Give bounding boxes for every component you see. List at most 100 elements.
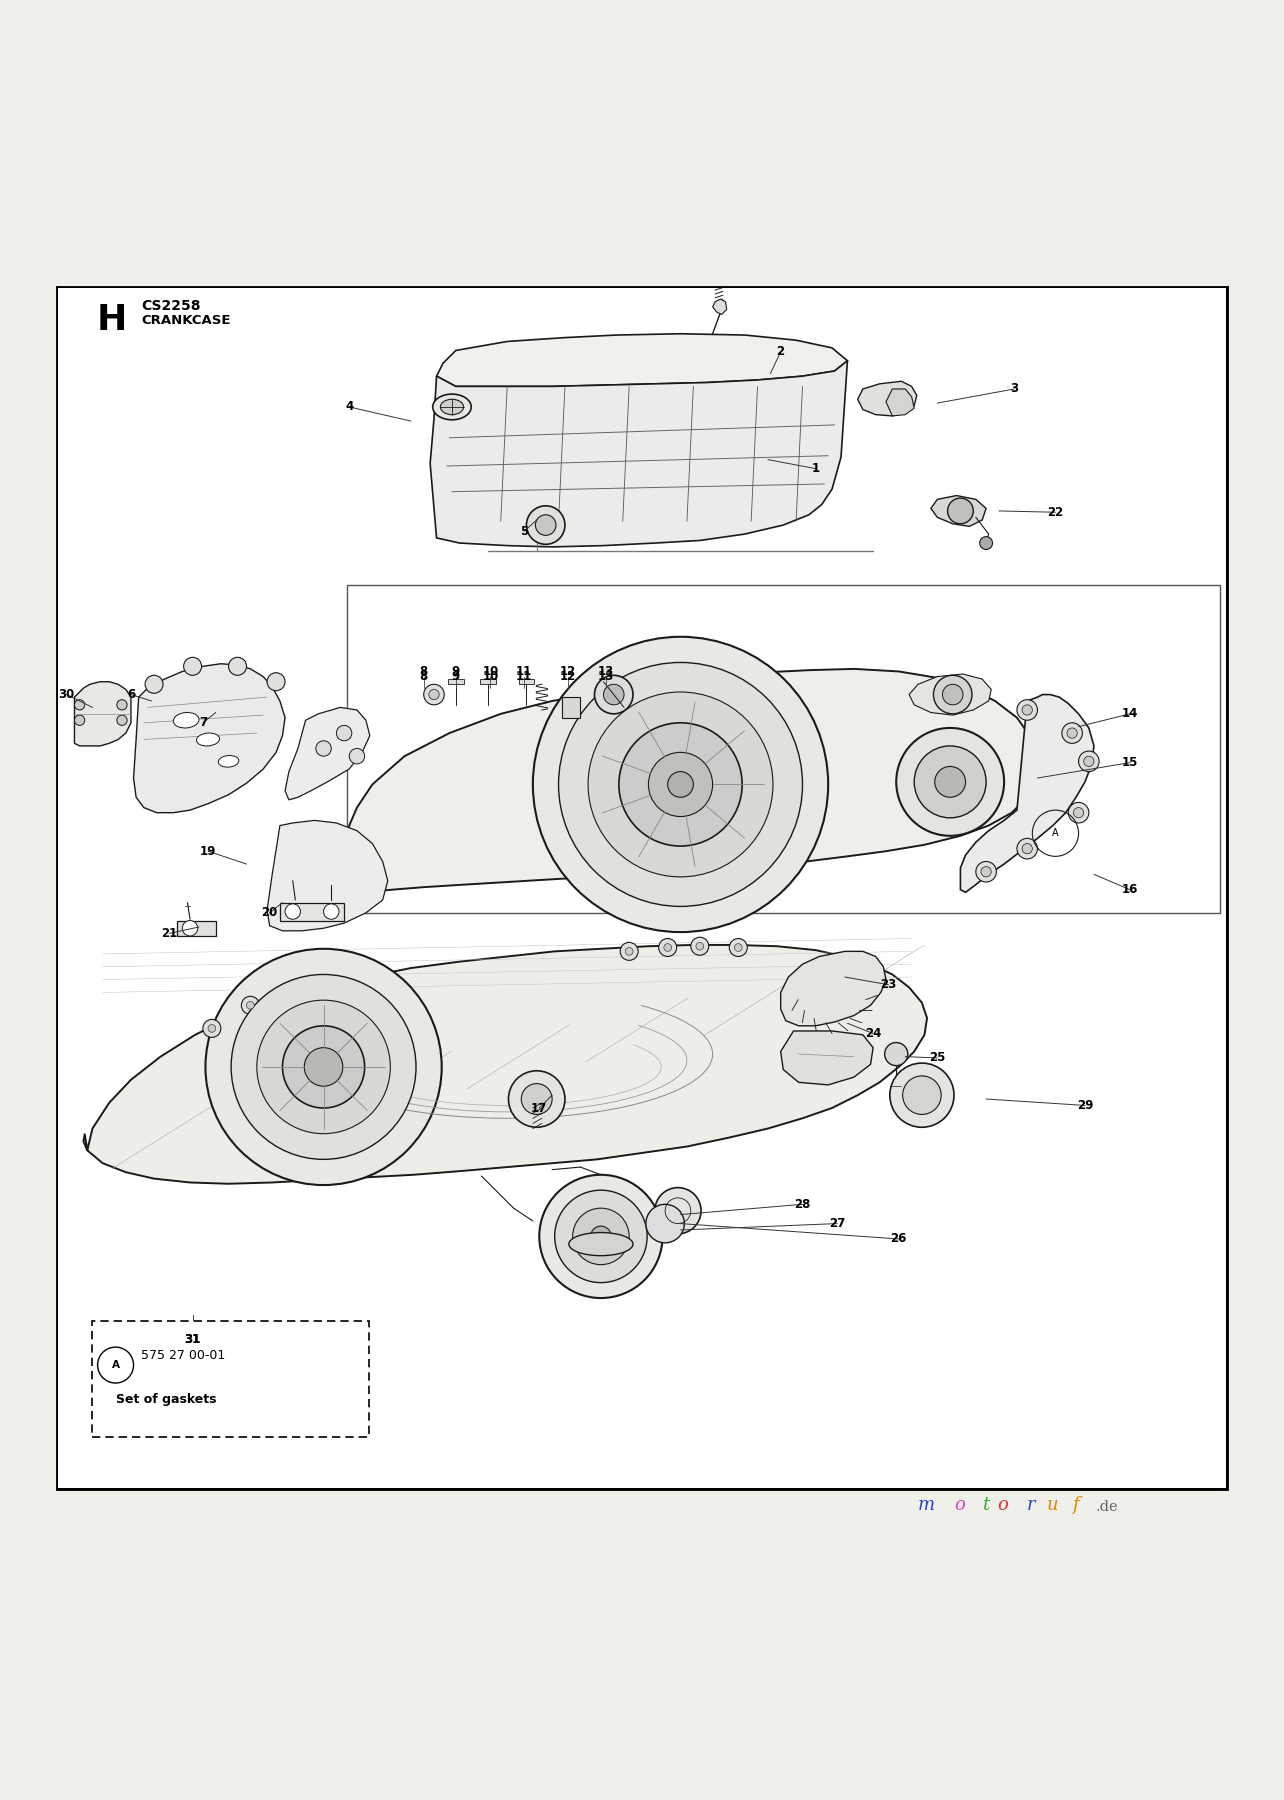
- Polygon shape: [480, 679, 496, 684]
- Circle shape: [285, 904, 300, 920]
- Text: 28: 28: [795, 1197, 810, 1211]
- Circle shape: [729, 938, 747, 956]
- Circle shape: [324, 904, 339, 920]
- Polygon shape: [781, 952, 886, 1026]
- Bar: [92, 1321, 369, 1436]
- Circle shape: [648, 752, 713, 817]
- Text: 4: 4: [345, 400, 353, 414]
- Circle shape: [933, 675, 972, 715]
- Circle shape: [184, 657, 202, 675]
- Text: 29: 29: [1077, 1100, 1093, 1112]
- Text: 5: 5: [520, 526, 528, 538]
- Circle shape: [208, 1024, 216, 1031]
- Text: 10: 10: [483, 664, 498, 679]
- Text: 16: 16: [1122, 884, 1138, 896]
- Polygon shape: [83, 945, 927, 1184]
- Text: 27: 27: [829, 1217, 845, 1229]
- Text: r: r: [1027, 1496, 1036, 1514]
- Circle shape: [424, 684, 444, 706]
- Circle shape: [555, 1190, 647, 1283]
- Polygon shape: [562, 697, 580, 718]
- Circle shape: [98, 1346, 134, 1382]
- Polygon shape: [781, 1031, 873, 1085]
- Circle shape: [885, 1042, 908, 1066]
- Text: Set of gaskets: Set of gaskets: [116, 1393, 216, 1406]
- Circle shape: [282, 1026, 365, 1109]
- Text: 12: 12: [560, 664, 575, 679]
- Text: 13: 13: [598, 664, 614, 679]
- Circle shape: [664, 943, 672, 952]
- Text: 2: 2: [777, 346, 785, 358]
- Circle shape: [594, 675, 633, 715]
- Polygon shape: [430, 360, 847, 547]
- Text: 7: 7: [199, 716, 207, 729]
- Ellipse shape: [433, 394, 471, 419]
- Polygon shape: [931, 495, 986, 526]
- Circle shape: [655, 1188, 701, 1233]
- Text: 31: 31: [185, 1332, 200, 1346]
- Circle shape: [336, 725, 352, 742]
- Circle shape: [1017, 700, 1037, 720]
- Circle shape: [890, 1064, 954, 1127]
- Text: 11: 11: [516, 670, 532, 682]
- Circle shape: [948, 499, 973, 524]
- Circle shape: [625, 947, 633, 956]
- Polygon shape: [909, 673, 991, 715]
- Text: .de: .de: [1095, 1499, 1118, 1514]
- Circle shape: [429, 689, 439, 700]
- Circle shape: [316, 742, 331, 756]
- Circle shape: [1073, 808, 1084, 817]
- Text: 24: 24: [865, 1028, 881, 1040]
- Text: 23: 23: [881, 977, 896, 992]
- Text: 20: 20: [262, 907, 277, 920]
- Text: 1: 1: [811, 463, 819, 475]
- Polygon shape: [858, 382, 917, 416]
- Text: 19: 19: [200, 844, 216, 859]
- Text: 13: 13: [598, 670, 614, 682]
- Circle shape: [914, 745, 986, 817]
- Circle shape: [257, 1001, 390, 1134]
- Text: 17: 17: [532, 1102, 547, 1114]
- Text: 9: 9: [452, 670, 460, 682]
- Circle shape: [229, 657, 247, 675]
- Text: o: o: [998, 1496, 1008, 1514]
- Circle shape: [619, 724, 742, 846]
- Polygon shape: [713, 299, 727, 315]
- Polygon shape: [280, 902, 344, 920]
- Circle shape: [241, 997, 259, 1013]
- Text: o: o: [954, 1496, 964, 1514]
- Text: 11: 11: [516, 664, 532, 679]
- Text: 15: 15: [1122, 756, 1138, 769]
- Text: u: u: [1046, 1496, 1058, 1514]
- Polygon shape: [177, 920, 216, 936]
- Circle shape: [668, 772, 693, 797]
- Text: 14: 14: [1122, 707, 1138, 720]
- Circle shape: [646, 1204, 684, 1242]
- Circle shape: [508, 1071, 565, 1127]
- Polygon shape: [74, 682, 131, 745]
- Circle shape: [533, 637, 828, 932]
- Circle shape: [980, 536, 993, 549]
- Text: H: H: [96, 302, 127, 337]
- Circle shape: [1022, 706, 1032, 715]
- Circle shape: [526, 506, 565, 544]
- Polygon shape: [344, 670, 1037, 898]
- Circle shape: [896, 727, 1004, 835]
- Circle shape: [659, 938, 677, 956]
- Text: f: f: [1072, 1496, 1079, 1514]
- Text: CS2258: CS2258: [141, 299, 200, 313]
- Circle shape: [603, 684, 624, 706]
- Circle shape: [1084, 756, 1094, 767]
- Text: t: t: [982, 1496, 990, 1514]
- Circle shape: [182, 920, 198, 936]
- Circle shape: [976, 862, 996, 882]
- Polygon shape: [960, 695, 1094, 893]
- Text: 12: 12: [560, 670, 575, 682]
- Circle shape: [117, 700, 127, 709]
- Circle shape: [1067, 727, 1077, 738]
- Text: 25: 25: [930, 1051, 945, 1064]
- Circle shape: [942, 684, 963, 706]
- Text: 22: 22: [1048, 506, 1063, 518]
- Polygon shape: [448, 679, 464, 684]
- Text: 6: 6: [127, 688, 135, 700]
